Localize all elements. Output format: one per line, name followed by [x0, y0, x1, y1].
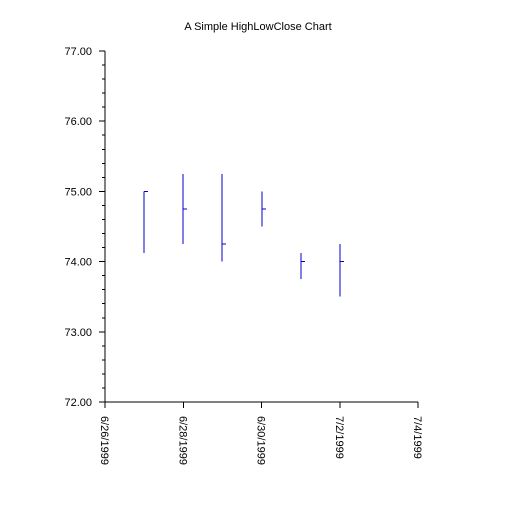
hlc-bar [339, 244, 344, 297]
y-tick-label: 75.00 [64, 186, 92, 198]
y-tick-label: 72.00 [64, 397, 92, 409]
hlc-bar [221, 173, 226, 262]
x-tick-label: 7/4/1999 [411, 416, 423, 459]
x-tick-label: 6/30/1999 [255, 416, 267, 465]
chart-title: A Simple HighLowClose Chart [184, 21, 331, 33]
y-tick-label: 74.00 [64, 257, 92, 269]
chart-marks [143, 173, 344, 297]
hlc-bar [143, 190, 148, 254]
x-tick-label: 7/2/1999 [333, 416, 345, 459]
y-tick-label: 76.00 [64, 116, 92, 128]
y-tick-label: 73.00 [64, 327, 92, 339]
x-tick-label: 6/26/1999 [98, 416, 110, 465]
y-tick-label: 77.00 [64, 46, 92, 58]
hlc-bar [261, 191, 266, 227]
chart-axes: 72.00 73.00 74.00 75.00 76.00 77.00 6/26/1999 6… [64, 46, 423, 465]
x-tick-label: 6/28/1999 [176, 416, 188, 465]
hlc-bar [182, 173, 187, 245]
hlc-bar [300, 253, 305, 280]
